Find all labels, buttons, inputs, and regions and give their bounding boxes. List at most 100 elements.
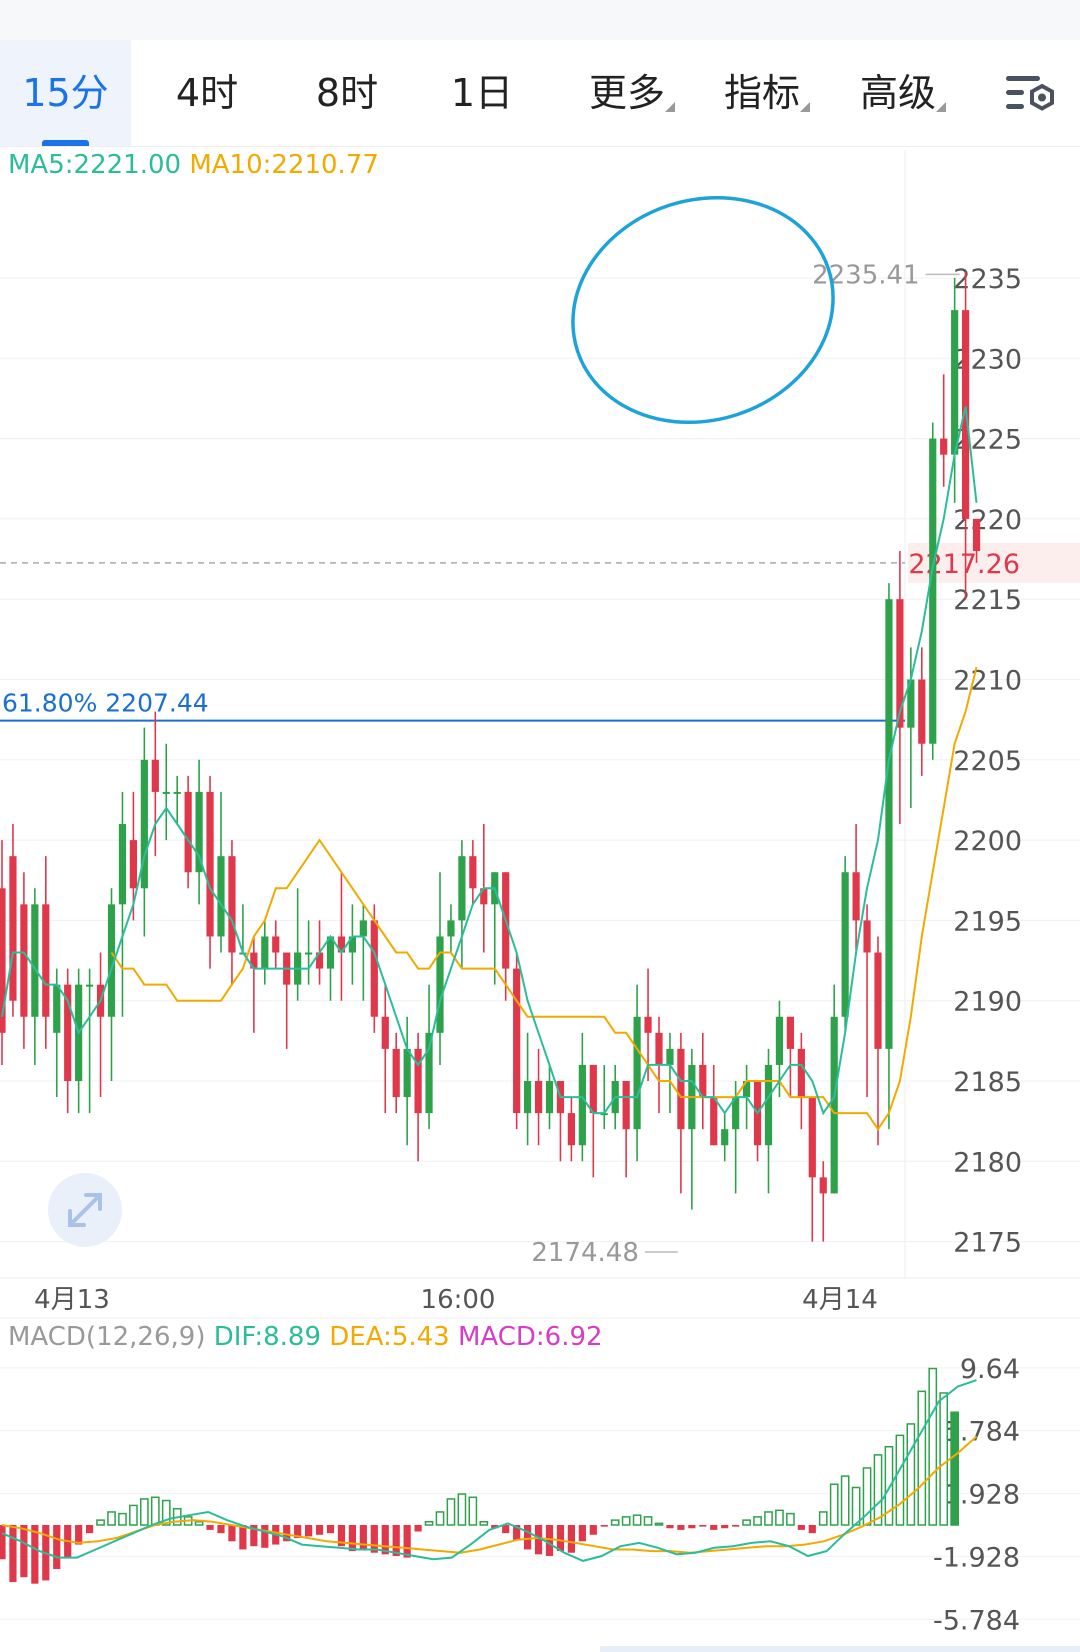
candle-body: [655, 1032, 663, 1065]
tab-8h[interactable]: 8时: [283, 40, 411, 146]
candle-body: [326, 936, 335, 969]
candle-body: [874, 952, 882, 1049]
candle-body: [852, 872, 860, 921]
candle-body: [721, 1129, 729, 1146]
candle-body: [600, 1113, 608, 1116]
ma5-value: MA5:2221.00: [8, 150, 182, 180]
macd-bar: [414, 1525, 422, 1532]
macd-bar: [906, 1423, 916, 1526]
macd-bar: [873, 1454, 883, 1526]
candle-body: [830, 1016, 838, 1194]
tab-4h[interactable]: 4时: [131, 40, 283, 146]
macd-bar: [161, 1499, 171, 1526]
current-price-label: 2217.26: [908, 549, 1020, 580]
tab-label: 高级: [859, 71, 936, 115]
candle-body: [436, 936, 444, 1033]
macd-value: MACD:6.92: [457, 1322, 603, 1352]
candle-body: [918, 679, 926, 744]
y-tick-label: 2210: [953, 666, 1022, 697]
tab-1d[interactable]: 1日: [411, 40, 553, 146]
macd-name: MACD(12,26,9): [8, 1322, 206, 1352]
candle-body: [797, 1048, 805, 1098]
tab-label: 更多: [588, 71, 665, 115]
status-strip: [0, 0, 1080, 40]
tab-15min[interactable]: 15分: [0, 40, 131, 146]
candle-body: [764, 1064, 773, 1146]
candle-body: [151, 759, 159, 792]
candle-body: [972, 518, 981, 552]
macd-bar: [53, 1525, 61, 1570]
candle-body: [261, 936, 269, 969]
tab-more[interactable]: 更多: [583, 40, 675, 146]
candle-body: [644, 1016, 652, 1033]
candle-body: [370, 920, 378, 1017]
macd-bar: [392, 1525, 400, 1556]
macd-bar: [939, 1392, 949, 1526]
candle-body: [392, 1048, 400, 1098]
macd-bar: [457, 1493, 467, 1526]
x-tick-label: 4月14: [802, 1285, 878, 1315]
macd-bar: [9, 1525, 17, 1583]
macd-bar: [96, 1519, 105, 1526]
macd-bar: [261, 1525, 269, 1548]
candle-body: [710, 1097, 718, 1146]
tab-label: 15分: [22, 71, 109, 115]
macd-bar: [786, 1512, 795, 1526]
macd-bar: [468, 1496, 478, 1526]
macd-bar: [403, 1525, 411, 1558]
macd-bar: [818, 1511, 828, 1526]
candle-body: [545, 1081, 554, 1114]
candle-body: [896, 599, 904, 728]
x-tick-label: 4月13: [34, 1285, 110, 1315]
active-tab-indicator: [42, 140, 89, 146]
macd-bar: [348, 1525, 356, 1552]
y-tick-label: 2190: [953, 987, 1022, 1018]
macd-bar: [20, 1525, 28, 1578]
macd-bar: [424, 1520, 434, 1526]
candle-body: [184, 791, 192, 873]
candle-body: [305, 952, 313, 955]
macd-bar: [129, 1504, 138, 1526]
macd-bar: [589, 1525, 597, 1535]
macd-bar: [140, 1498, 149, 1526]
candle-body: [929, 438, 937, 744]
macd-bar: [829, 1483, 839, 1526]
macd-bar: [315, 1525, 324, 1535]
macd-bar: [0, 1525, 6, 1560]
tab-label: 8时: [315, 71, 379, 115]
macd-bar: [928, 1367, 938, 1526]
macd-bar: [31, 1525, 39, 1584]
tab-label: 指标: [723, 71, 800, 115]
candle-body: [53, 984, 61, 1033]
dea-line: [1, 1435, 978, 1554]
candle-body: [841, 872, 849, 1017]
macd-bar: [194, 1520, 204, 1526]
tab-advanced[interactable]: 高级: [854, 40, 946, 146]
tab-indicators[interactable]: 指标: [718, 40, 810, 146]
macd-bar: [556, 1525, 565, 1552]
ma-legend: MA5:2221.00 MA10:2210.77: [8, 150, 379, 180]
macd-bar: [699, 1525, 707, 1527]
tab-label: 4时: [175, 71, 239, 115]
dropdown-indicator-icon: [665, 102, 675, 112]
macd-bar: [502, 1525, 510, 1534]
candle-body: [786, 1016, 794, 1049]
candle-body: [86, 984, 94, 987]
candle-body: [359, 920, 367, 937]
macd-bar: [150, 1496, 160, 1526]
candle-body: [469, 856, 477, 889]
candle-body: [118, 824, 127, 905]
dropdown-indicator-icon: [800, 102, 810, 112]
candle-body: [195, 791, 203, 873]
candle-body: [567, 1113, 575, 1146]
expand-chart-icon[interactable]: [48, 1173, 122, 1247]
candle-body: [524, 1081, 532, 1114]
candle-body: [808, 1097, 816, 1178]
macd-bar: [239, 1525, 247, 1550]
macd-y-tick-label: 9.64: [960, 1354, 1020, 1385]
candle-body: [775, 1016, 784, 1065]
candle-body: [622, 1081, 630, 1130]
chart-settings-icon[interactable]: [1004, 72, 1058, 116]
macd-bar: [228, 1525, 236, 1542]
